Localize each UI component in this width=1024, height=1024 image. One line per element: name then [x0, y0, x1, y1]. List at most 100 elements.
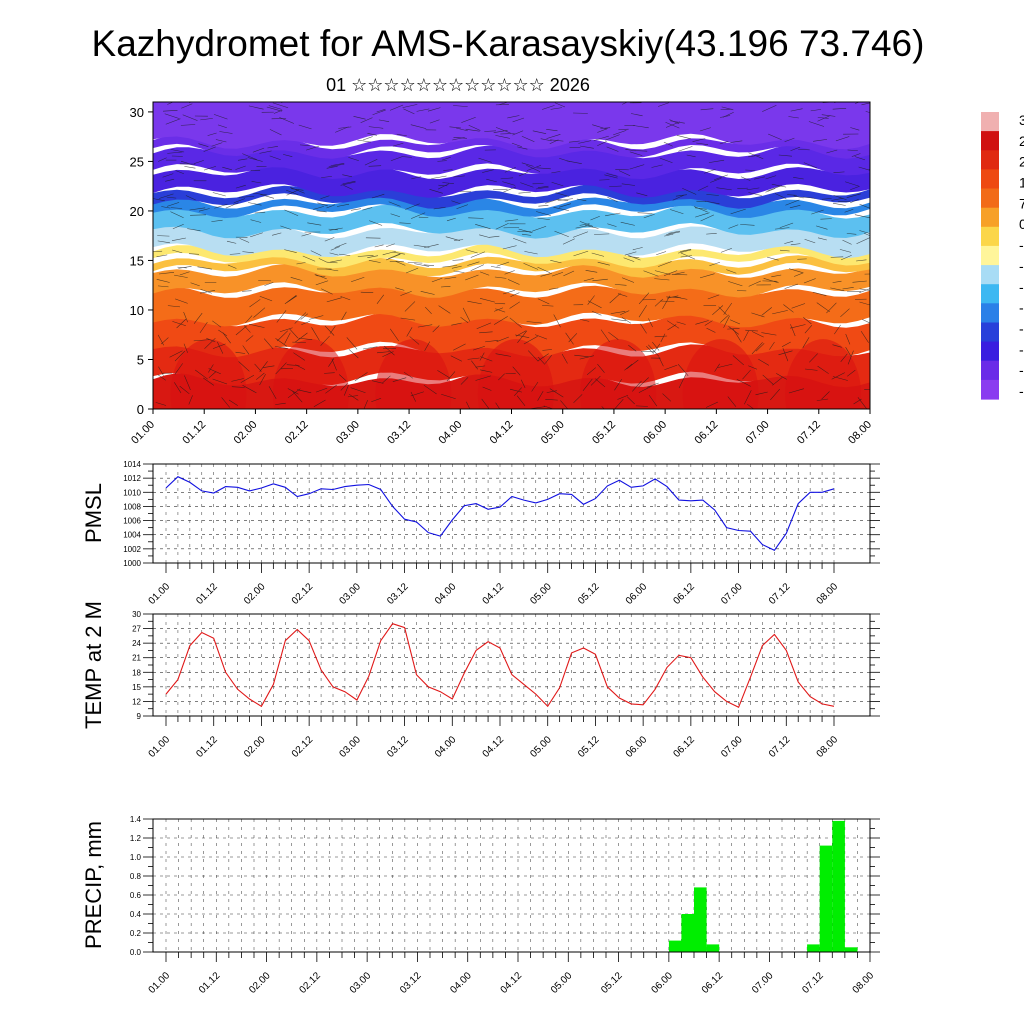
wind-streak [243, 325, 251, 333]
wind-streak [275, 362, 287, 375]
x-tick-label: 07.12 [767, 734, 793, 760]
y-tick-label: 1000 [123, 559, 141, 568]
wind-streak [686, 154, 696, 158]
wind-streak [597, 363, 605, 373]
wind-streak [579, 319, 590, 322]
wind-streak [390, 213, 400, 218]
wind-streak [509, 388, 522, 393]
wind-streak [717, 363, 733, 368]
wind-streak [226, 240, 237, 244]
wind-streak [774, 193, 787, 199]
x-tick-label: 04.12 [481, 581, 507, 607]
wind-streak [313, 399, 326, 407]
wind-streak [460, 316, 469, 324]
wind-streak [338, 253, 351, 256]
precip-bar [668, 940, 682, 952]
wind-streak [174, 363, 183, 375]
wind-streak [441, 393, 456, 400]
wind-streak [782, 348, 789, 362]
wind-streak [646, 346, 654, 354]
wind-streak [326, 297, 342, 303]
wind-streak [507, 115, 520, 119]
wind-streak [328, 358, 335, 367]
wind-streak [221, 397, 231, 408]
wind-streak [286, 189, 299, 196]
wind-streak [452, 137, 465, 141]
wind-streak [565, 332, 574, 345]
y-tick-label: 21 [132, 654, 141, 663]
wind-streak [411, 176, 422, 180]
wind-streak [208, 364, 214, 373]
wind-streak [424, 341, 431, 351]
x-tick-label: 02.00 [242, 581, 268, 607]
wind-streak [721, 106, 734, 111]
wind-streak [183, 343, 188, 353]
x-tick-label: 05.12 [590, 419, 618, 447]
wind-streak [306, 145, 320, 151]
y-axis-label: PMSL [81, 483, 106, 543]
wind-streak [594, 233, 610, 235]
wind-streak [585, 270, 598, 273]
wind-streak [803, 278, 816, 284]
wind-streak [299, 144, 310, 146]
x-tick-label: 04.12 [481, 734, 507, 760]
wind-streak [396, 133, 407, 137]
y-tick-label: 12 [132, 697, 141, 706]
wind-streak [289, 187, 305, 194]
wind-streak [175, 170, 185, 175]
wind-streak [258, 280, 272, 282]
heatmap-band [153, 102, 870, 150]
heatmap-band [153, 163, 870, 198]
wind-streak [537, 185, 549, 188]
wind-streak [859, 288, 870, 291]
wind-streak [256, 372, 265, 380]
y-tick-label: 15 [132, 683, 141, 692]
wind-streak [747, 403, 755, 409]
wind-streak [417, 324, 433, 328]
wind-streak [203, 377, 215, 386]
wind-streak [212, 192, 226, 197]
x-tick-label: 02.00 [242, 734, 268, 760]
wind-streak [427, 107, 441, 112]
wind-streak [348, 348, 359, 359]
wind-streak [269, 129, 282, 136]
precip-bar [832, 820, 845, 952]
wind-streak [420, 291, 435, 295]
wind-streak [507, 279, 520, 285]
wind-streak [680, 248, 692, 252]
wind-streak [778, 350, 793, 356]
wind-streak [810, 109, 822, 112]
wind-streak [816, 398, 829, 401]
wind-streak [590, 375, 601, 386]
wind-streak [572, 231, 588, 238]
wind-streak [157, 334, 164, 346]
wind-streak [772, 377, 783, 386]
wind-streak [238, 196, 255, 198]
wind-streak [503, 227, 520, 229]
wind-streak [654, 278, 670, 281]
x-tick-label: 06.12 [693, 419, 721, 447]
wind-streak [771, 183, 787, 188]
wind-streak [744, 390, 752, 405]
wind-streak [330, 163, 345, 166]
wind-streak [214, 203, 228, 209]
wind-streak [518, 171, 529, 177]
wind-streak [453, 105, 468, 107]
wind-streak [367, 255, 379, 258]
wind-streak [621, 183, 636, 186]
wind-streak [326, 165, 338, 169]
wind-streak [496, 261, 510, 267]
wind-streak [260, 194, 275, 199]
wind-streak [248, 105, 264, 110]
wind-streak [540, 273, 552, 277]
wind-streak [167, 305, 181, 308]
x-tick-label: 01.00 [147, 581, 173, 607]
wind-streak [342, 174, 353, 178]
wind-streak [551, 271, 564, 277]
y-tick-label: 1010 [123, 488, 141, 497]
x-tick-label: 01.00 [147, 970, 173, 996]
wind-streak [203, 165, 217, 171]
x-tick-label: 06.12 [672, 581, 698, 607]
wind-streak [179, 385, 190, 395]
wind-streak [215, 139, 227, 143]
